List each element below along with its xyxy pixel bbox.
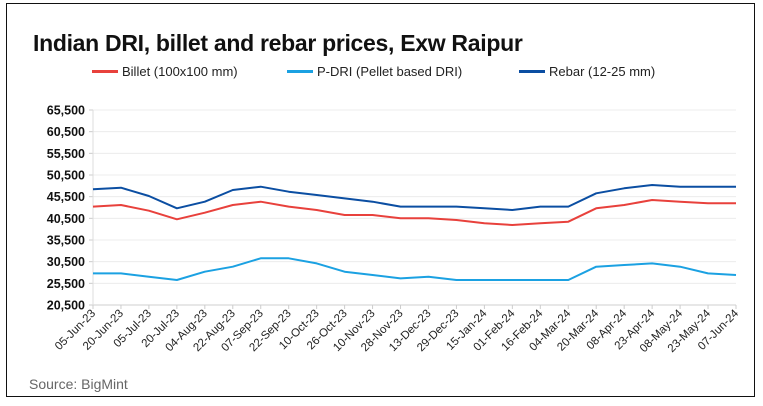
y-tick-label: 60,500 xyxy=(47,125,85,139)
series-line-pdri xyxy=(93,257,737,281)
y-tick-label: 30,500 xyxy=(47,255,85,269)
legend-label-rebar: Rebar (12-25 mm) xyxy=(549,64,656,79)
y-tick-label: 65,500 xyxy=(47,104,85,118)
y-tick-label: 55,500 xyxy=(47,147,85,161)
y-tick-label: 35,500 xyxy=(47,234,85,248)
y-tick-label: 45,500 xyxy=(47,190,85,204)
legend-item-billet: Billet (100x100 mm) xyxy=(92,64,238,79)
chart-title: Indian DRI, billet and rebar prices, Exw… xyxy=(33,30,523,56)
y-tick-label: 20,500 xyxy=(47,299,85,313)
legend-swatch-pdri xyxy=(287,70,313,73)
y-tick-label: 25,500 xyxy=(47,277,85,291)
legend-label-pdri: P-DRI (Pellet based DRI) xyxy=(317,64,463,79)
legend-item-rebar: Rebar (12-25 mm) xyxy=(519,64,655,79)
legend-swatch-billet xyxy=(92,70,118,73)
y-tick-label: 40,500 xyxy=(47,212,85,226)
series-line-billet xyxy=(92,199,736,226)
y-tick-label: 50,500 xyxy=(47,169,85,183)
series-line-rebar xyxy=(92,184,736,211)
source-note: Source: BigMint xyxy=(29,376,128,392)
legend-label-billet: Billet (100x100 mm) xyxy=(122,64,238,79)
legend-swatch-rebar xyxy=(519,70,545,73)
chart-frame xyxy=(6,3,755,397)
legend-item-pdri: P-DRI (Pellet based DRI) xyxy=(287,64,462,79)
